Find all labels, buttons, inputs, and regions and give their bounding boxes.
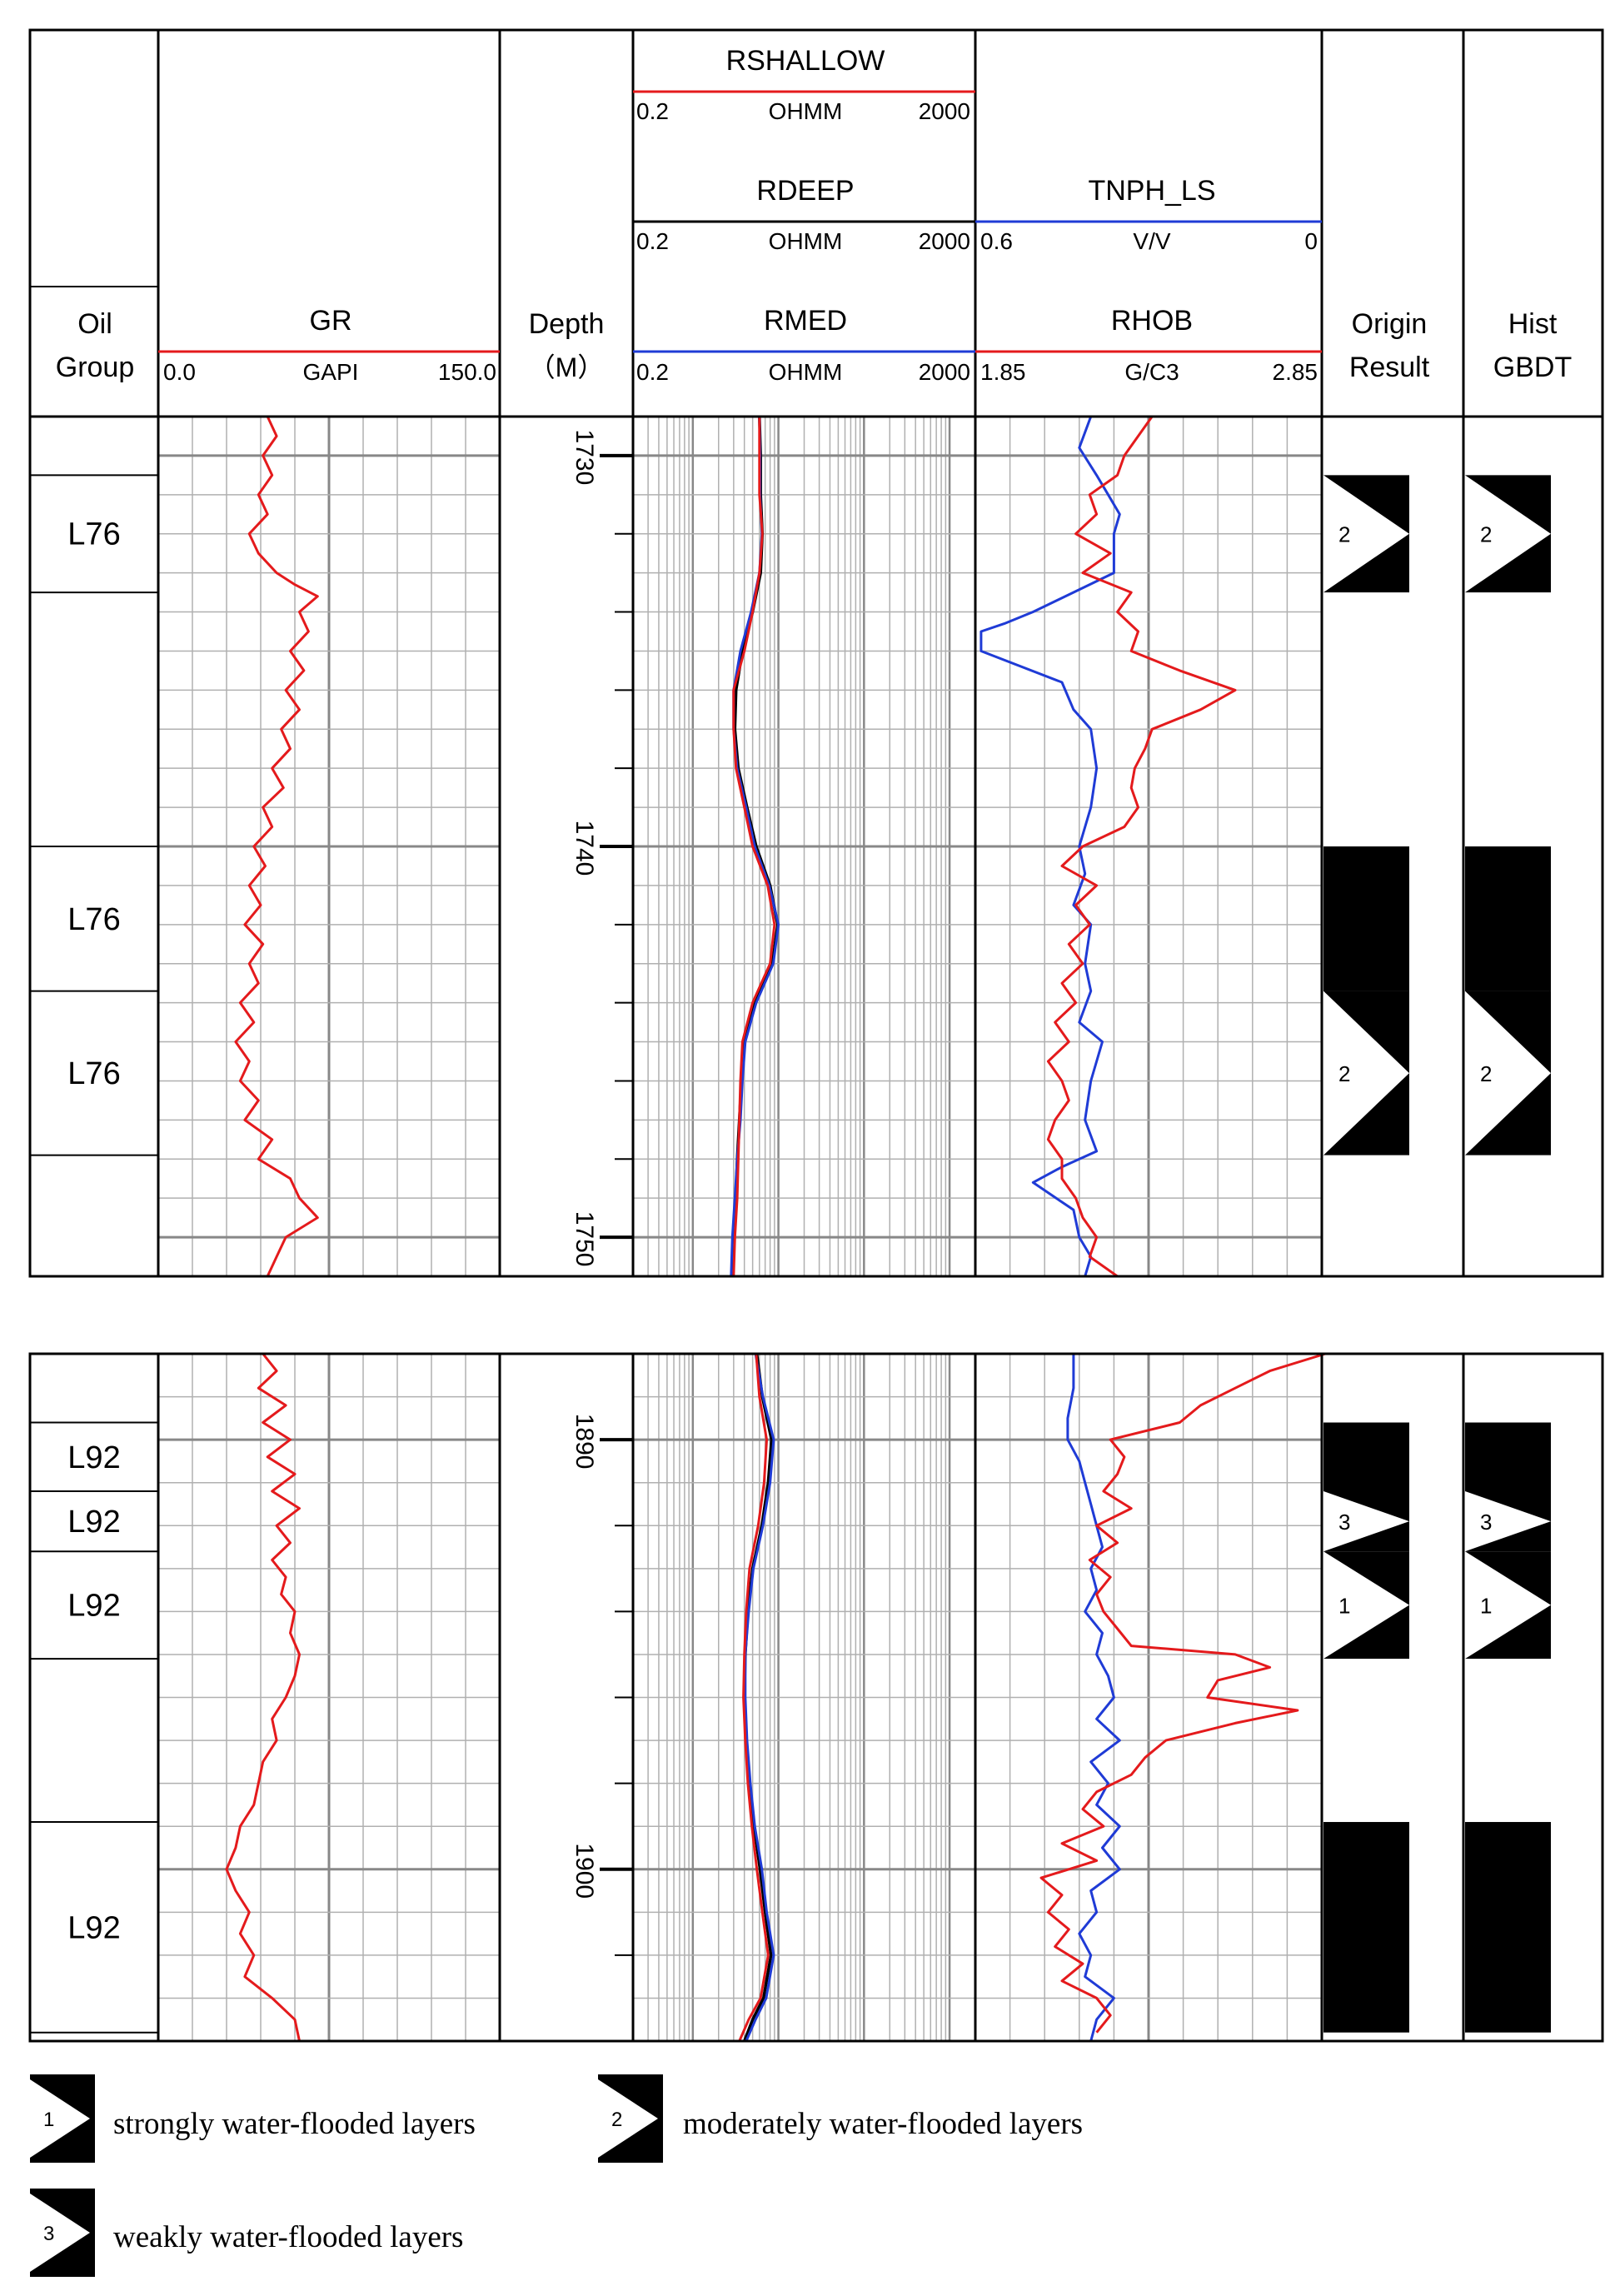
origin-title-2: Result [1349,352,1430,383]
oil-group-title-1: Oil [77,308,112,340]
rmed-scale-min: 0.2 [636,359,669,385]
hist-gbdt-block-notch [1465,1551,1551,1660]
depth-label: 1900 [571,1843,598,1899]
depth-title-2: （M） [529,352,605,382]
rdeep-scale-min: 0.2 [636,228,669,254]
origin-result-block-notch [1323,991,1409,1155]
rdeep-curve-name: RDEEP [756,175,854,207]
origin-result-block [1323,1822,1409,2033]
gr-scale-min: 0.0 [163,359,196,385]
origin-result-block-label: 1 [1338,1594,1350,1619]
hist-gbdt-block-label: 3 [1480,1510,1492,1535]
origin-result-block-label: 3 [1338,1510,1350,1535]
legend-symbol-1-notch [30,2079,90,2158]
rshallow-curve-name: RSHALLOW [726,45,885,77]
depth-label: 1740 [571,821,598,876]
rmed-curve [744,1353,775,2042]
panel-frame [28,1352,1604,2043]
gr-curve [234,416,319,1277]
hist-gbdt-block-label: 2 [1480,522,1492,547]
rmed-scale-max: 2000 [919,359,970,385]
gr-curve [225,1353,301,2042]
oil-group-label: L92 [67,1505,120,1540]
hist-gbdt-block [1465,1422,1551,1491]
origin-result-block-notch [1323,1551,1409,1660]
rhob-scale-min: 1.85 [980,359,1026,385]
rshallow-curve [732,417,776,1277]
origin-result-block-notch [1323,1491,1409,1552]
rhob-scale-max: 2.85 [1273,359,1318,385]
gr-curve-name: GR [310,305,352,337]
origin-result-block [1323,1422,1409,1491]
depth-label: 1730 [571,430,598,486]
legend-symbol-2-notch [598,2079,658,2158]
tnph-curve [1066,1354,1121,2042]
tnph-scale-min: 0.6 [980,228,1013,254]
oil-group-label: L92 [67,1440,120,1475]
legend-text-2: moderately water-flooded layers [683,2107,1083,2141]
gr-scale-max: 150.0 [438,359,496,385]
log-panel-2: 1890 1900 L92 L92 L92 L92 3 1 3 1 [28,1352,1604,2043]
rmed-unit: OHMM [769,359,843,385]
oil-group-label: L92 [67,1589,120,1624]
rshallow-curve [738,1353,770,2042]
origin-result-block [1323,846,1409,991]
hist-gbdt-block [1465,1822,1551,2033]
hist-title-1: Hist [1508,308,1558,340]
depth-label: 1750 [571,1211,598,1267]
tnph-scale-max: 0 [1304,228,1318,254]
legend-symbol-2-label: 2 [611,2109,622,2131]
tnph-curve [979,416,1121,1277]
legend-symbol-3-notch [30,2194,90,2272]
rhob-curve [1039,1352,1326,2034]
rhob-curve [1046,416,1237,1278]
track-headers: Oil Group GR 0.0 GAPI 150.0 Depth （M） RS… [28,28,1604,418]
oil-group-title-2: Group [56,352,135,383]
rshallow-scale-max: 2000 [919,98,970,124]
rdeep-scale-max: 2000 [919,228,970,254]
oil-group-label: L76 [67,902,120,937]
hist-gbdt-block-label: 1 [1480,1594,1492,1619]
origin-result-block-label: 2 [1338,522,1350,547]
grid [158,1353,1322,2042]
oil-group-label: L76 [67,1056,120,1091]
rshallow-scale-min: 0.2 [636,98,669,124]
origin-title-1: Origin [1352,308,1428,340]
rshallow-unit: OHMM [769,98,843,124]
hist-gbdt-block-notch [1465,1491,1551,1552]
legend-symbol-1-label: 1 [43,2109,54,2131]
depth-label: 1890 [571,1414,598,1470]
hist-title-2: GBDT [1493,352,1572,383]
rmed-curve-name: RMED [764,305,847,337]
oil-group-label: L76 [67,517,120,552]
tnph-curve-name: TNPH_LS [1088,175,1215,207]
panel-frame [28,415,1604,1278]
hist-gbdt-block-notch [1465,991,1551,1155]
legend-symbol-3-label: 3 [43,2223,54,2245]
legend-text-1: strongly water-flooded layers [113,2107,476,2141]
tnph-unit: V/V [1133,228,1170,254]
hist-gbdt-block [1465,846,1551,991]
origin-result-block-label: 2 [1338,1061,1350,1086]
rdeep-unit: OHMM [769,228,843,254]
origin-result-block-notch [1323,475,1409,593]
hist-gbdt-block-notch [1465,475,1551,593]
oil-group-label: L92 [67,1910,120,1945]
legend: strongly water-flooded layers moderately… [30,2074,1083,2277]
grid [158,416,1322,1277]
gr-unit: GAPI [303,359,359,385]
rhob-curve-name: RHOB [1111,305,1193,337]
hist-gbdt-block-label: 2 [1480,1061,1492,1086]
rhob-unit: G/C3 [1124,359,1179,385]
log-panel-1: 1730 1740 1750 L76 L76 L76 2 2 2 2 [28,415,1604,1278]
legend-text-3: weakly water-flooded layers [113,2220,463,2254]
depth-title-1: Depth [529,308,605,340]
